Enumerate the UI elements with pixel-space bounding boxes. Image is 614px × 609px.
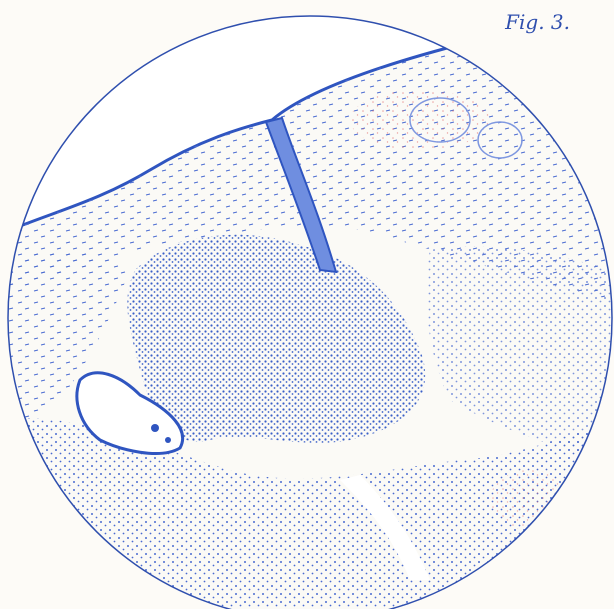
duct-channel	[264, 116, 338, 274]
stained-region	[350, 90, 490, 150]
lower-tissue	[8, 418, 612, 609]
cell-nucleus	[151, 424, 159, 432]
gland-cavity	[75, 371, 185, 455]
right-tissue	[426, 246, 612, 460]
left-tissue	[8, 250, 130, 430]
gland-outline	[409, 97, 471, 143]
dense-tissue-mass	[127, 234, 426, 443]
stained-gland	[490, 470, 570, 530]
figure-label: Fig. 3.	[505, 10, 570, 34]
cell-nucleus	[165, 437, 171, 443]
lower-cleft	[340, 475, 430, 580]
field-border	[7, 15, 613, 609]
gland-outline	[477, 121, 523, 159]
